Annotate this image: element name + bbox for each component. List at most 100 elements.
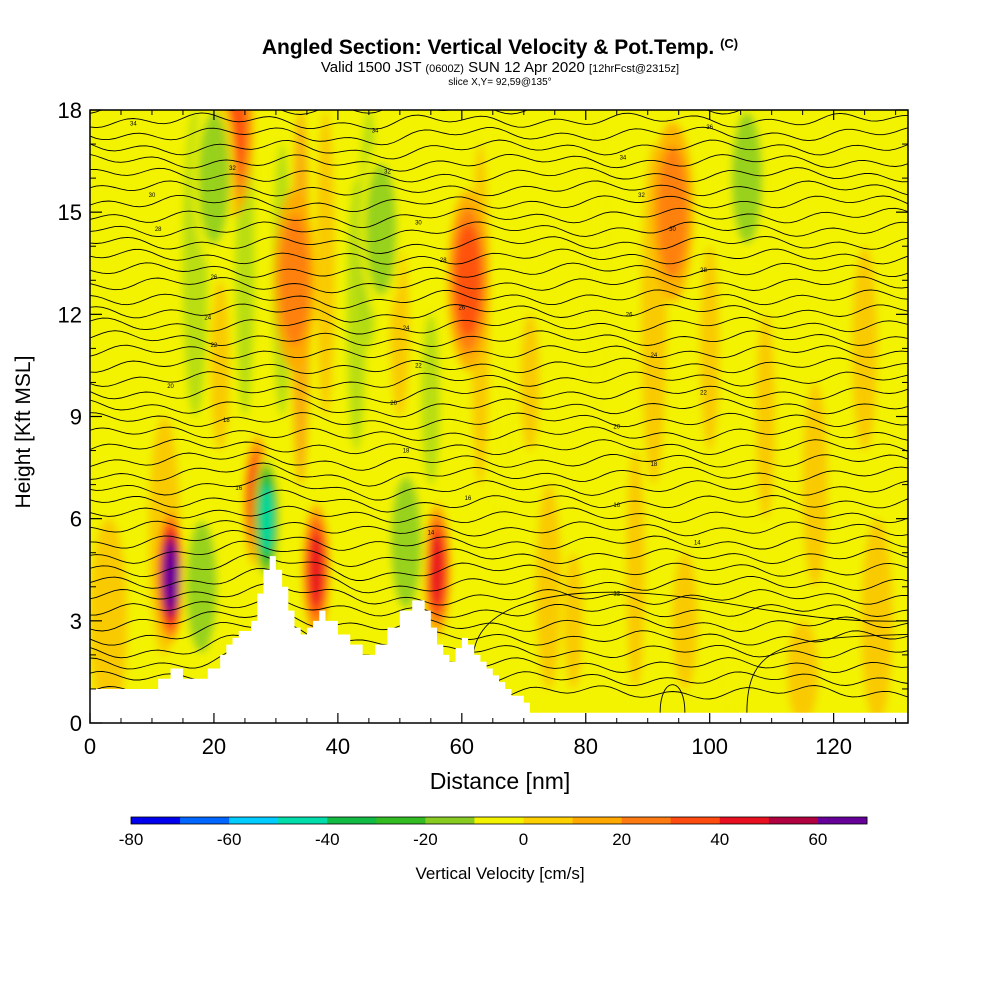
contour-line [90, 398, 908, 418]
slice-info: slice X,Y= 92,59@135° [448, 77, 552, 88]
colorbar-swatch [474, 817, 525, 824]
colorbar-swatch [523, 817, 574, 824]
vv-feature-9 [455, 224, 482, 336]
contour-line [90, 110, 742, 115]
contour-line [90, 540, 908, 568]
colorbar-swatch [817, 817, 868, 824]
contour-label: 20 [167, 384, 174, 390]
contour-line [90, 611, 908, 632]
contour-line [90, 505, 908, 524]
x-tick-label: 100 [691, 734, 728, 759]
x-tick-label: 20 [202, 734, 226, 759]
colorbar-swatch [572, 817, 623, 824]
colorbar-swatch [327, 817, 377, 824]
valid-zulu: (0600Z) [425, 63, 464, 75]
contour-label: 22 [700, 391, 707, 397]
contour-line [90, 520, 908, 537]
valid-time: Valid 1500 JST [320, 59, 422, 76]
contour-line [90, 276, 908, 294]
x-tick-label: 120 [815, 734, 852, 759]
y-tick-label: 0 [70, 711, 82, 736]
y-tick-label: 12 [58, 302, 82, 327]
contour-line [90, 462, 908, 487]
contour-label: 30 [415, 220, 422, 226]
vv-feature-12 [365, 163, 397, 296]
forecast-info: [12hrFcst@2315z] [589, 63, 680, 75]
contour-label: 18 [223, 418, 230, 424]
x-tick-label: 80 [574, 734, 598, 759]
contour-label: 16 [613, 503, 620, 509]
contour-line [90, 221, 908, 243]
contour-line [90, 634, 908, 662]
contour-label: 16 [465, 496, 472, 502]
contour-line [90, 583, 908, 606]
chart-title-text: Angled Section: Vertical Velocity & Pot.… [261, 36, 715, 59]
colorbar-frame [130, 816, 868, 825]
contour-line [90, 475, 908, 501]
contour-line [90, 451, 908, 471]
vv-feature-10 [657, 146, 688, 279]
contour-label: 26 [626, 312, 633, 318]
contour-label: 28 [700, 268, 707, 274]
vertical-velocity-field [90, 110, 893, 723]
contour-label: 12 [613, 592, 620, 598]
colorbar-tick-label: -40 [315, 830, 340, 849]
contour-line [90, 412, 908, 430]
contour-line [90, 153, 908, 172]
contour-label: 26 [458, 306, 465, 312]
colorbar-swatch [768, 817, 819, 824]
contour-line [90, 317, 908, 335]
contour-label: 34 [372, 128, 379, 134]
contour-line [90, 207, 908, 229]
contour-line [90, 235, 908, 254]
contour-line [659, 684, 686, 713]
colorbar-swatch [670, 817, 721, 824]
contour-line [90, 489, 908, 513]
contour-line [90, 262, 908, 278]
contour-label: 32 [384, 169, 391, 175]
contour-line [90, 553, 908, 581]
valid-date: SUN 12 Apr 2020 [468, 59, 585, 76]
contour-label: 24 [651, 353, 658, 359]
contour-label: 24 [204, 316, 211, 322]
y-tick-label: 3 [70, 609, 82, 634]
contour-line [90, 126, 908, 146]
x-tick-label: 60 [450, 734, 474, 759]
colorbar-tick-label: -20 [413, 830, 438, 849]
contour-label: 34 [130, 122, 137, 128]
colorbar-tick-label: -80 [119, 830, 144, 849]
x-tick-label: 40 [326, 734, 350, 759]
contour-label: 22 [211, 343, 218, 349]
colorbar-swatch [278, 817, 328, 824]
contour-label: 14 [427, 530, 434, 536]
contour-label: 30 [149, 193, 156, 199]
vv-feature-8 [279, 214, 310, 347]
contour-line [90, 567, 908, 594]
colorbar-tick-label: 0 [519, 830, 528, 849]
y-axis-label: Height [Kft MSL] [9, 356, 39, 509]
contour-label: 14 [694, 541, 701, 547]
chart-subtitle: Valid 1500 JST (0600Z) SUN 12 Apr 2020 [… [0, 59, 1000, 76]
contour-line [90, 112, 908, 130]
plot-area: 34 34 36 32 32 34 30 32 28 30 30 28 26 28 26 24 26 24 22 24… [90, 93, 908, 723]
colorbar-label: Vertical Velocity [cm/s] [415, 864, 585, 883]
contour-line [90, 93, 908, 100]
contour-label: 24 [403, 326, 410, 332]
vv-feature-13 [198, 112, 230, 245]
colorbar-tick-label: 20 [612, 830, 631, 849]
contour-label: 34 [620, 156, 627, 162]
contour-label: 18 [403, 449, 410, 455]
contour-label: 30 [669, 227, 676, 233]
contour-line [90, 622, 908, 646]
colorbar-tick-label: 40 [710, 830, 729, 849]
contour-label: 26 [211, 275, 218, 281]
contour-line [90, 330, 908, 347]
contour-label: 28 [155, 227, 162, 233]
contour-line [90, 248, 908, 265]
contour-line [90, 438, 908, 456]
contour-label: 32 [229, 166, 236, 172]
colorbar-swatch [376, 817, 426, 824]
colorbar-swatch [229, 817, 279, 824]
contour-label: 20 [613, 425, 620, 431]
colorbar-tick-label: -60 [217, 830, 242, 849]
